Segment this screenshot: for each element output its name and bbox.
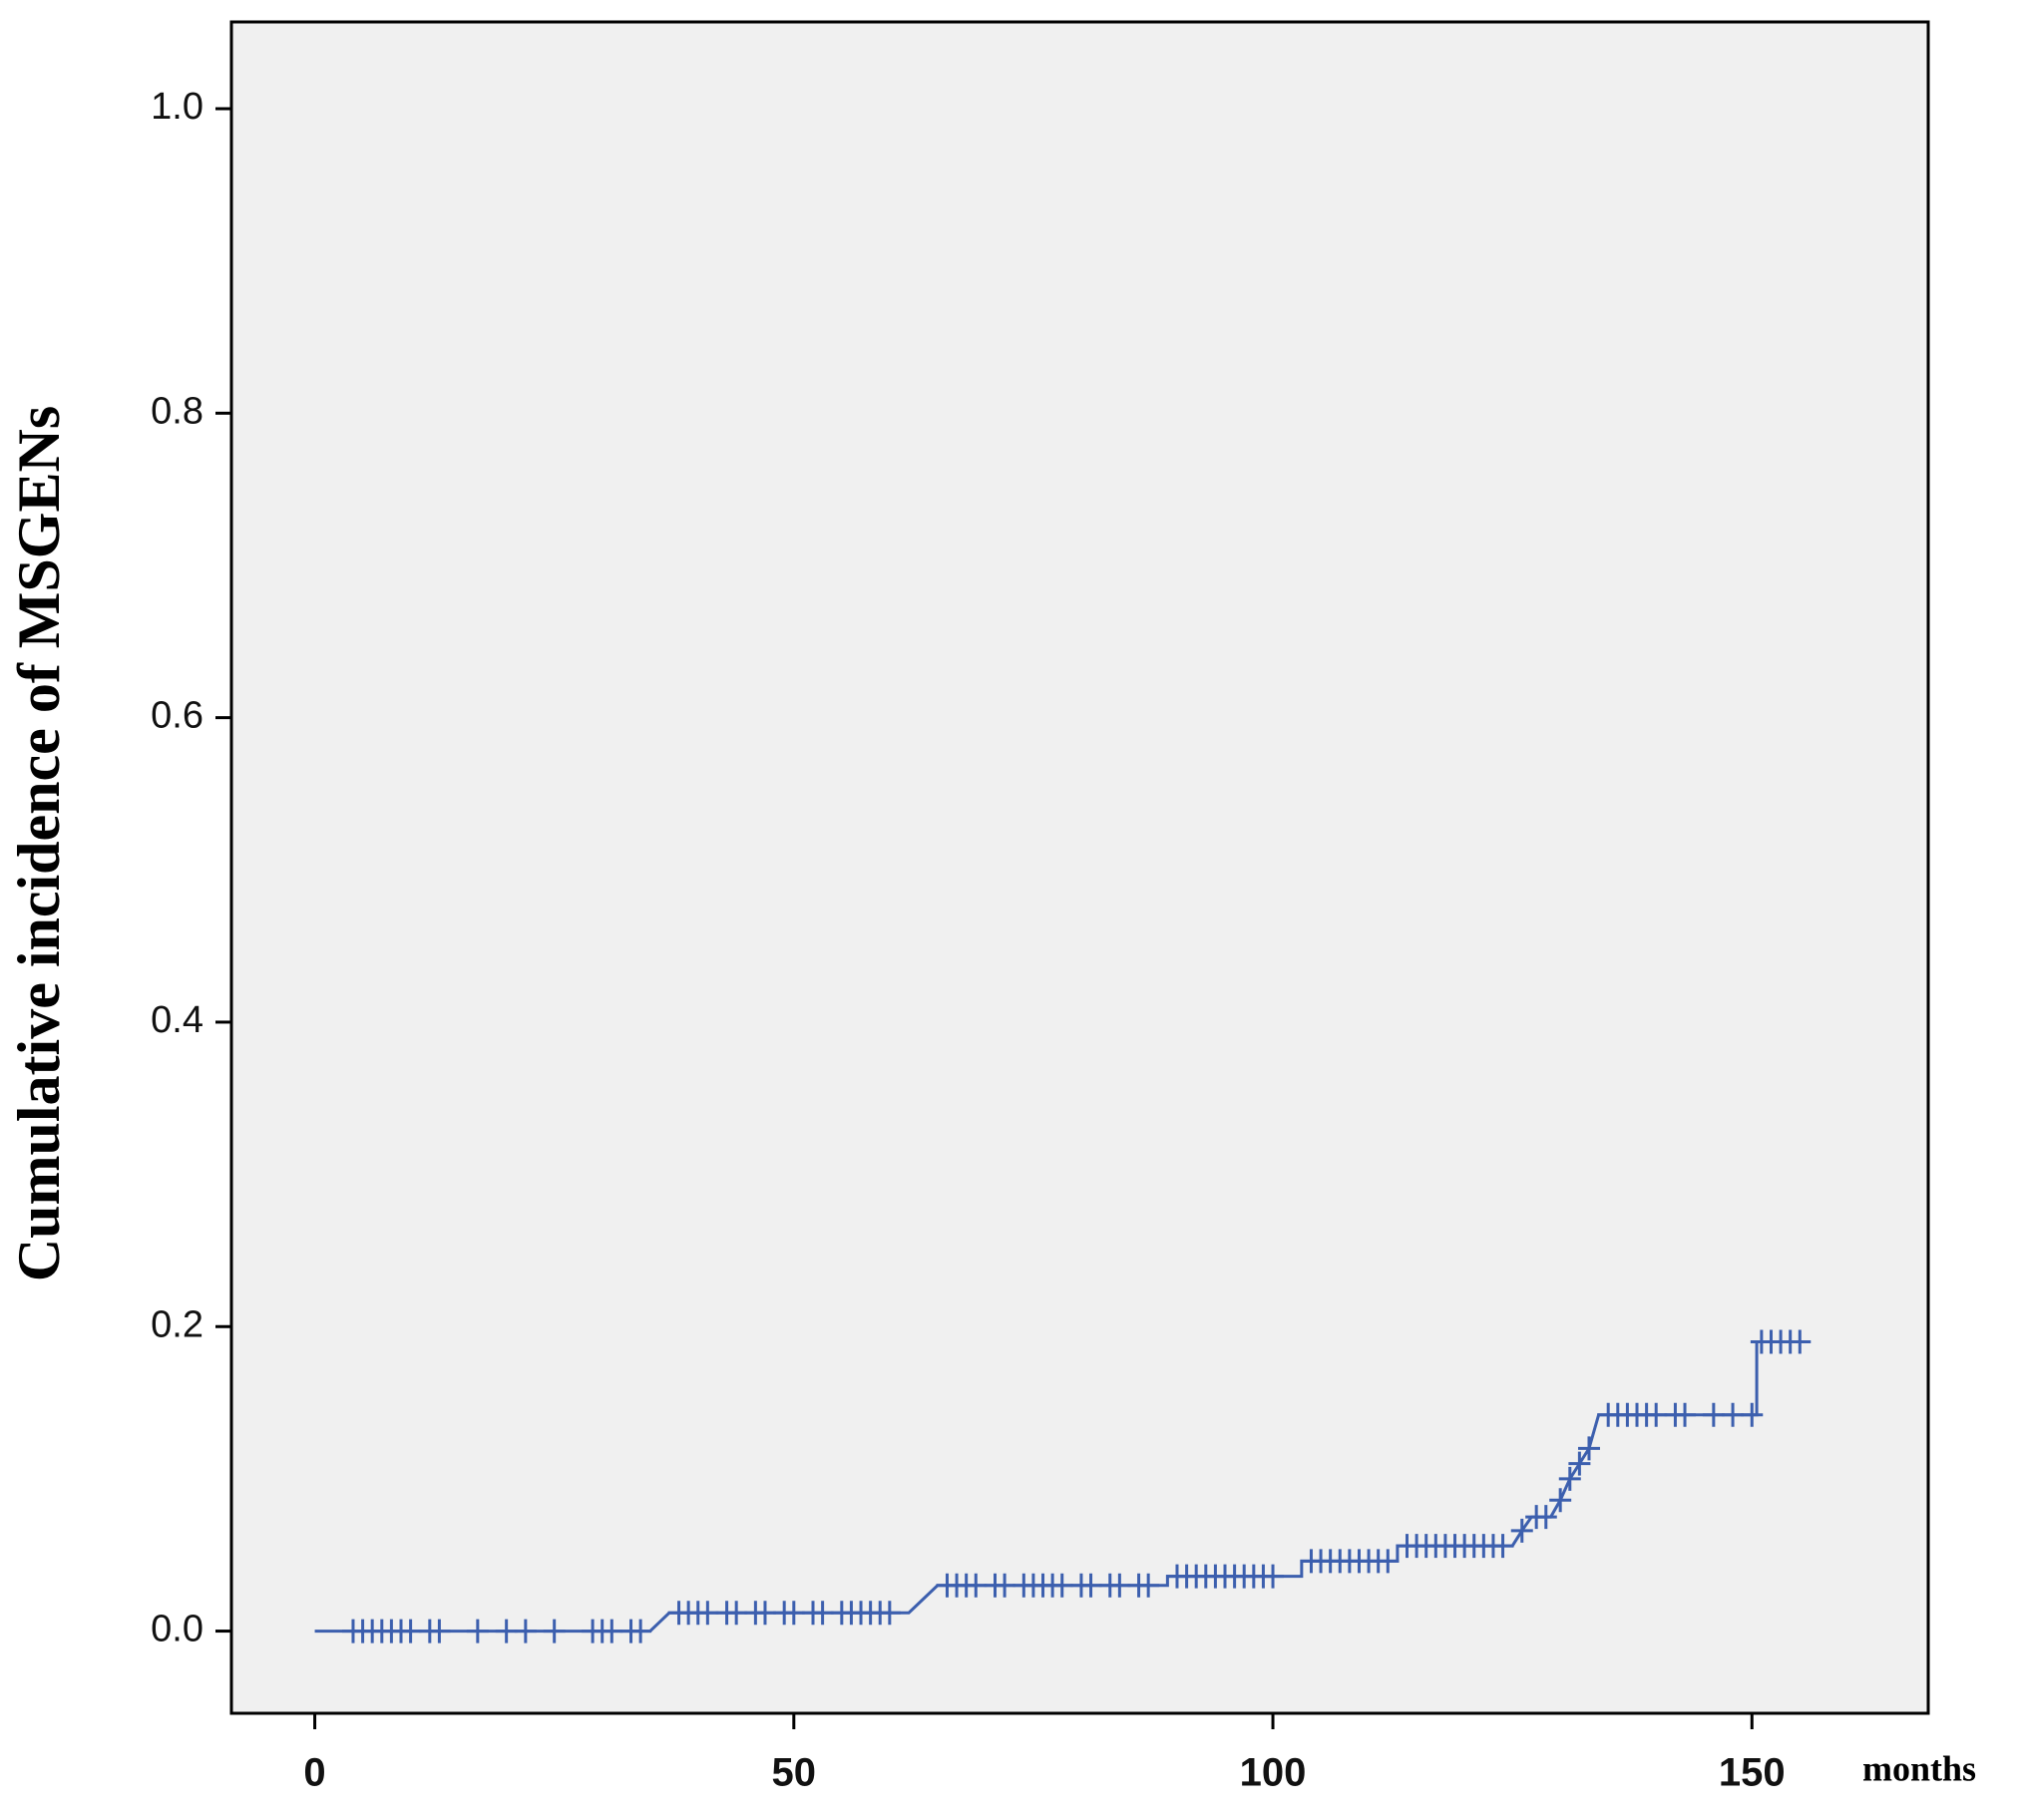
- y-tick-label: 0.2: [151, 1303, 203, 1345]
- censor-mark: [1577, 1436, 1600, 1461]
- censor-mark: [1108, 1573, 1131, 1598]
- censor-mark: [399, 1619, 422, 1643]
- y-axis-label: Cumulative incidence of MSGENs: [6, 406, 72, 1281]
- x-tick-label: 50: [772, 1751, 817, 1795]
- y-tick-label: 0.6: [151, 695, 203, 737]
- censor-mark: [1702, 1402, 1725, 1427]
- censor-mark: [1262, 1564, 1285, 1589]
- censor-mark: [601, 1619, 623, 1643]
- censor-mark: [1558, 1466, 1581, 1491]
- censor-mark: [629, 1619, 652, 1643]
- censor-mark: [1491, 1534, 1514, 1559]
- censor-mark: [1549, 1488, 1572, 1513]
- censor-mark: [1050, 1573, 1073, 1598]
- censor-mark: [994, 1573, 1016, 1598]
- censor-mark: [495, 1619, 518, 1643]
- censor-mark: [696, 1601, 719, 1626]
- censor-mark: [811, 1601, 834, 1626]
- plot-area: [229, 20, 1930, 1715]
- censor-mark: [543, 1619, 566, 1643]
- x-tick-label: 150: [1719, 1751, 1786, 1795]
- y-tick-label: 0.0: [151, 1609, 203, 1650]
- censor-mark: [514, 1619, 537, 1643]
- censor-mark: [1079, 1573, 1102, 1598]
- censor-mark: [1674, 1402, 1697, 1427]
- censor-mark: [1510, 1518, 1533, 1543]
- censor-mark: [878, 1601, 901, 1626]
- y-tick-label: 0.4: [151, 999, 203, 1041]
- censor-mark: [725, 1601, 748, 1626]
- censor-mark: [1377, 1549, 1400, 1574]
- y-tick-label: 1.0: [151, 86, 203, 128]
- censor-mark: [1645, 1402, 1668, 1427]
- censor-mark: [1722, 1402, 1745, 1427]
- censor-mark: [1789, 1329, 1812, 1354]
- x-axis-label: months: [1862, 1748, 1976, 1788]
- censor-mark: [428, 1619, 451, 1643]
- censor-mark: [1137, 1573, 1160, 1598]
- censor-mark: [1568, 1451, 1591, 1476]
- x-tick-label: 0: [303, 1751, 325, 1795]
- y-tick-label: 0.8: [151, 390, 203, 432]
- censor-mark: [782, 1601, 805, 1626]
- censor-mark: [1741, 1402, 1764, 1427]
- censor-mark: [753, 1601, 776, 1626]
- censor-mark: [965, 1573, 988, 1598]
- censor-mark: [466, 1619, 489, 1643]
- x-tick-label: 100: [1240, 1751, 1307, 1795]
- censor-mark: [1534, 1505, 1557, 1530]
